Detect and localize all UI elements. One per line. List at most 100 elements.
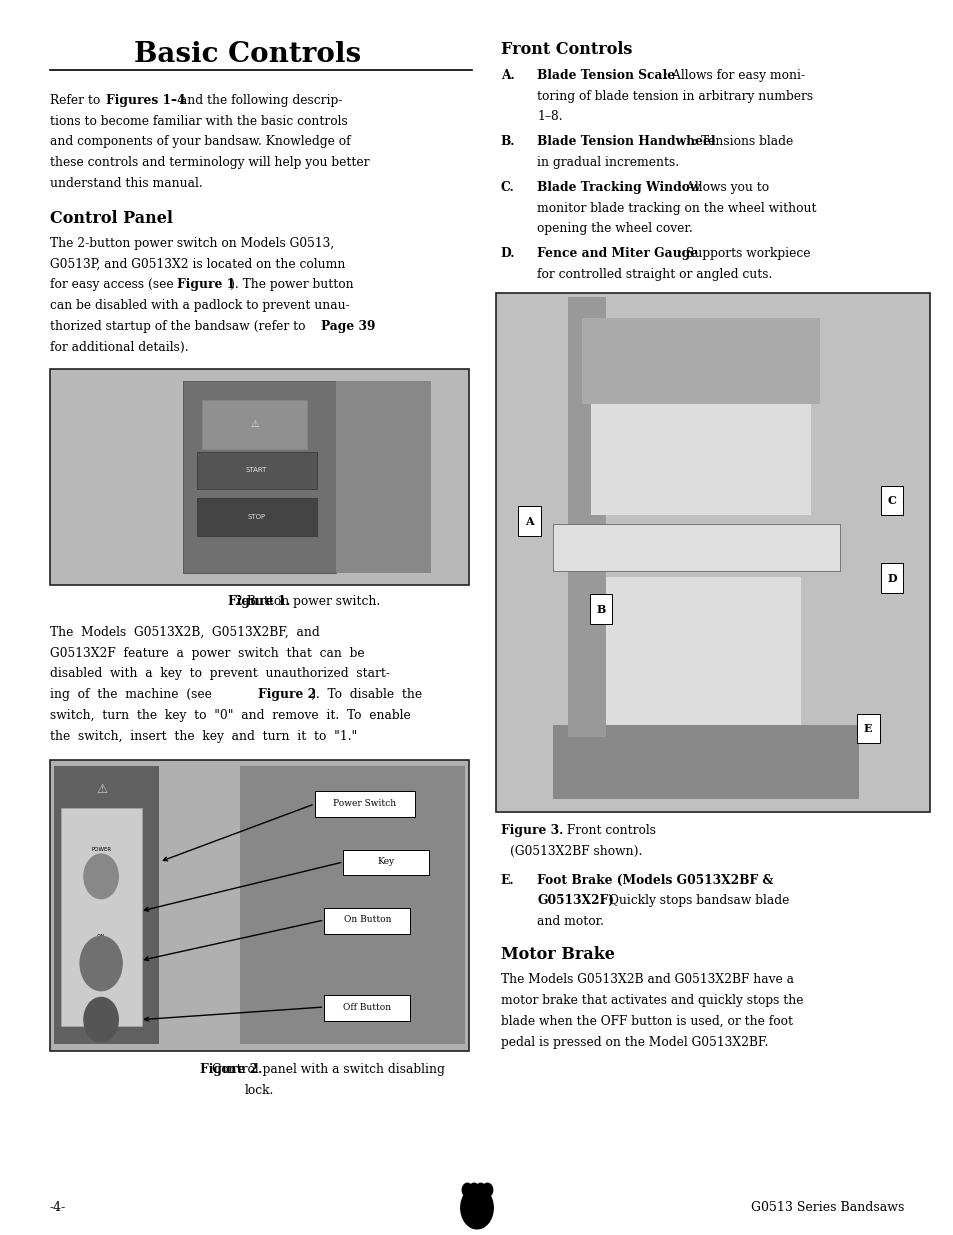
Text: The 2-button power switch on Models G0513,: The 2-button power switch on Models G051… xyxy=(50,237,334,249)
FancyBboxPatch shape xyxy=(335,382,431,573)
Text: Figure 2: Figure 2 xyxy=(257,688,315,701)
Text: ON: ON xyxy=(97,935,105,940)
FancyBboxPatch shape xyxy=(880,563,902,593)
FancyBboxPatch shape xyxy=(553,725,858,799)
Text: for easy access (see: for easy access (see xyxy=(50,278,177,291)
FancyBboxPatch shape xyxy=(183,382,335,573)
FancyArrowPatch shape xyxy=(145,1008,321,1021)
Text: pedal is pressed on the Model G0513X2BF.: pedal is pressed on the Model G0513X2BF. xyxy=(500,1035,767,1049)
Text: A.: A. xyxy=(500,69,514,82)
FancyBboxPatch shape xyxy=(197,499,316,536)
Text: understand this manual.: understand this manual. xyxy=(50,177,202,190)
Text: C: C xyxy=(886,495,896,506)
Text: ⚠: ⚠ xyxy=(96,783,108,795)
FancyBboxPatch shape xyxy=(591,577,801,725)
FancyArrowPatch shape xyxy=(144,920,321,961)
Text: : Allows you to: : Allows you to xyxy=(678,180,769,194)
Text: Figures 1–4: Figures 1–4 xyxy=(106,94,185,107)
Text: G0513 Series Bandsaws: G0513 Series Bandsaws xyxy=(750,1202,903,1214)
Text: Figure 3.: Figure 3. xyxy=(500,824,562,837)
Text: Foot Brake (Models G0513X2BF &: Foot Brake (Models G0513X2BF & xyxy=(537,873,773,887)
Text: -4-: -4- xyxy=(50,1202,66,1214)
FancyArrowPatch shape xyxy=(163,805,312,861)
Text: 2-Button power switch.: 2-Button power switch. xyxy=(231,595,379,608)
FancyBboxPatch shape xyxy=(553,524,839,571)
FancyBboxPatch shape xyxy=(202,400,307,450)
Text: (G0513X2BF shown).: (G0513X2BF shown). xyxy=(510,845,642,857)
Text: A: A xyxy=(524,515,534,526)
Text: The Models G0513X2B and G0513X2BF have a: The Models G0513X2B and G0513X2BF have a xyxy=(500,973,793,987)
Text: Figure 1.: Figure 1. xyxy=(228,595,291,608)
FancyBboxPatch shape xyxy=(50,369,469,585)
Text: B: B xyxy=(596,604,605,615)
Text: blade when the OFF button is used, or the foot: blade when the OFF button is used, or th… xyxy=(500,1015,792,1028)
Text: Off Button: Off Button xyxy=(343,1003,391,1011)
FancyBboxPatch shape xyxy=(567,296,605,737)
Text: disabled  with  a  key  to  prevent  unauthorized  start-: disabled with a key to prevent unauthori… xyxy=(50,667,389,680)
Text: G0513P, and G0513X2 is located on the column: G0513P, and G0513X2 is located on the co… xyxy=(50,258,345,270)
Circle shape xyxy=(84,855,118,899)
Text: and components of your bandsaw. Knowledge of: and components of your bandsaw. Knowledg… xyxy=(50,136,350,148)
Text: Page 39: Page 39 xyxy=(321,320,375,333)
FancyBboxPatch shape xyxy=(880,485,902,515)
Text: Motor Brake: Motor Brake xyxy=(500,946,614,963)
Text: and motor.: and motor. xyxy=(537,915,603,929)
Text: Figure 1: Figure 1 xyxy=(177,278,235,291)
Circle shape xyxy=(460,1187,493,1229)
Circle shape xyxy=(80,936,122,990)
FancyBboxPatch shape xyxy=(581,317,820,404)
Text: : Supports workpiece: : Supports workpiece xyxy=(678,247,810,261)
FancyBboxPatch shape xyxy=(589,594,612,624)
Text: Refer to: Refer to xyxy=(50,94,104,107)
Text: Control panel with a switch disabling: Control panel with a switch disabling xyxy=(212,1063,444,1076)
Text: opening the wheel cover.: opening the wheel cover. xyxy=(537,222,692,236)
Text: POWER: POWER xyxy=(91,847,112,852)
FancyArrowPatch shape xyxy=(144,862,340,911)
Text: On Button: On Button xyxy=(343,915,391,925)
Text: B.: B. xyxy=(500,135,515,148)
Text: Key: Key xyxy=(377,857,395,867)
Text: Blade Tension Handwheel: Blade Tension Handwheel xyxy=(537,135,715,148)
FancyBboxPatch shape xyxy=(343,850,429,876)
Text: C.: C. xyxy=(500,180,514,194)
Text: motor brake that activates and quickly stops the: motor brake that activates and quickly s… xyxy=(500,994,802,1007)
Text: E.: E. xyxy=(500,873,514,887)
Text: Control Panel: Control Panel xyxy=(50,210,172,227)
Circle shape xyxy=(482,1183,492,1197)
Text: ⚠: ⚠ xyxy=(250,420,259,430)
Text: these controls and terminology will help you better: these controls and terminology will help… xyxy=(50,156,369,169)
Text: toring of blade tension in arbitrary numbers: toring of blade tension in arbitrary num… xyxy=(537,89,812,103)
Text: G0513X2F): G0513X2F) xyxy=(537,894,614,908)
Text: Fence and Miter Gauge: Fence and Miter Gauge xyxy=(537,247,698,261)
FancyBboxPatch shape xyxy=(496,293,929,811)
Text: monitor blade tracking on the wheel without: monitor blade tracking on the wheel with… xyxy=(537,201,816,215)
FancyBboxPatch shape xyxy=(50,761,469,1051)
Text: Front controls: Front controls xyxy=(562,824,655,837)
FancyBboxPatch shape xyxy=(324,908,410,934)
FancyBboxPatch shape xyxy=(856,714,879,743)
Text: E: E xyxy=(863,722,871,734)
Text: The  Models  G0513X2B,  G0513X2BF,  and: The Models G0513X2B, G0513X2BF, and xyxy=(50,626,319,638)
Text: lock.: lock. xyxy=(245,1083,274,1097)
Text: in gradual increments.: in gradual increments. xyxy=(537,156,679,169)
Text: OFF: OFF xyxy=(95,1013,107,1018)
FancyBboxPatch shape xyxy=(61,808,142,1026)
Text: Power Switch: Power Switch xyxy=(333,799,396,809)
Text: D: D xyxy=(886,573,896,584)
FancyBboxPatch shape xyxy=(54,767,159,1045)
Circle shape xyxy=(476,1183,485,1197)
Circle shape xyxy=(84,998,118,1042)
Text: : Allows for easy moni-: : Allows for easy moni- xyxy=(663,69,804,82)
Text: Front Controls: Front Controls xyxy=(500,41,632,58)
Text: the  switch,  insert  the  key  and  turn  it  to  "1.": the switch, insert the key and turn it t… xyxy=(50,730,356,742)
Text: can be disabled with a padlock to prevent unau-: can be disabled with a padlock to preven… xyxy=(50,299,349,312)
Text: Blade Tension Scale: Blade Tension Scale xyxy=(537,69,675,82)
FancyBboxPatch shape xyxy=(324,994,410,1020)
Circle shape xyxy=(462,1183,472,1197)
Text: 1–8.: 1–8. xyxy=(537,110,562,124)
Text: : Tensions blade: : Tensions blade xyxy=(692,135,792,148)
FancyBboxPatch shape xyxy=(197,452,316,489)
FancyBboxPatch shape xyxy=(517,506,540,536)
Text: ).  To  disable  the: ). To disable the xyxy=(311,688,421,701)
Text: Basic Controls: Basic Controls xyxy=(134,41,361,68)
